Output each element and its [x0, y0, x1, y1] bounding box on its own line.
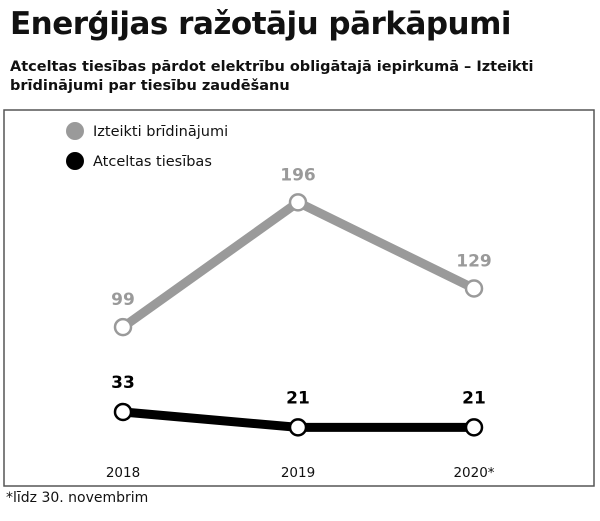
data-label-atceltas: 21 — [462, 388, 486, 408]
data-point-atceltas — [288, 418, 308, 437]
chart-subtitle: Atceltas tiesības pārdot elektrību oblig… — [10, 59, 534, 94]
data-label-izteikti: 99 — [111, 290, 135, 310]
data-point-atceltas — [113, 402, 133, 422]
data-point-atceltas — [464, 418, 484, 437]
series-izteikti: 99 196 129 — [111, 165, 492, 337]
legend-marker-izteikti — [66, 122, 84, 140]
chart-title: Enerģijas ražotāju pārkāpumi — [10, 6, 512, 42]
series-atceltas: 33 21 21 — [111, 373, 486, 437]
series-line-izteikti — [118, 197, 479, 332]
x-axis: 2018 2019 2020* — [106, 465, 495, 481]
data-label-atceltas: 33 — [111, 373, 135, 393]
data-label-izteikti: 129 — [456, 252, 492, 272]
data-point-izteikti — [288, 193, 308, 212]
footnote: *līdz 30. novembrim — [6, 490, 149, 506]
data-label-izteikti: 196 — [280, 165, 316, 185]
data-point-izteikti — [464, 279, 484, 298]
x-tick-label: 2020* — [453, 465, 494, 481]
plot-area: 99 196 129 33 21 21 — [111, 165, 492, 437]
legend-label-atceltas: Atceltas tiesības — [93, 154, 212, 170]
legend: Izteikti brīdinājumi Atceltas tiesības — [66, 122, 228, 170]
chart-frame — [3, 109, 595, 487]
legend-label-izteikti: Izteikti brīdinājumi — [93, 124, 228, 140]
data-point-izteikti — [113, 317, 133, 337]
legend-marker-atceltas — [66, 152, 84, 170]
data-label-atceltas: 21 — [286, 388, 310, 408]
x-tick-label: 2019 — [281, 465, 315, 481]
x-tick-label: 2018 — [106, 465, 140, 481]
